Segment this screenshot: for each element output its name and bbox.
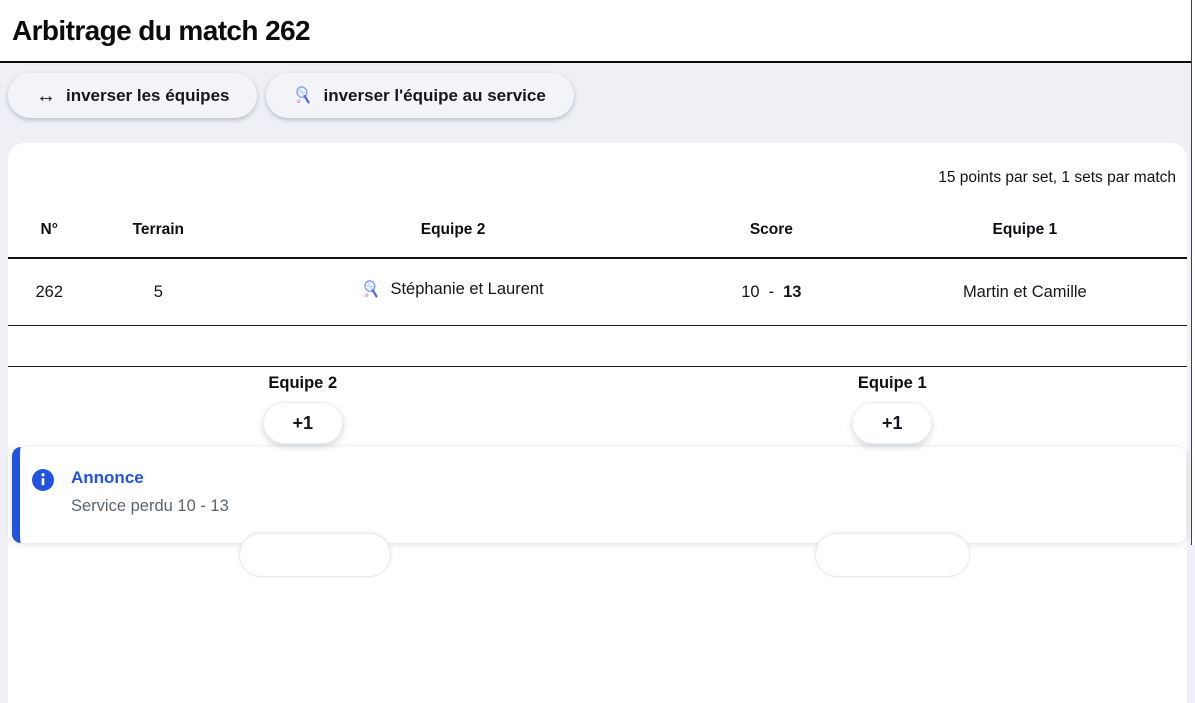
swap-teams-label: inverser les équipes bbox=[66, 85, 230, 105]
swap-service-label: inverser l'équipe au service bbox=[323, 85, 546, 105]
scoring-section: Equipe 2 +1 Equipe 1 +1 bbox=[8, 366, 1187, 444]
header-team1: Equipe 1 bbox=[992, 221, 1058, 238]
racquet-icon bbox=[362, 280, 381, 299]
team1-plus-one-button[interactable]: +1 bbox=[852, 402, 933, 444]
toolbar: ↔ inverser les équipes inverser l'équipe… bbox=[0, 63, 1195, 131]
left-right-arrow-icon: ↔ bbox=[36, 84, 56, 107]
header-court: Terrain bbox=[132, 221, 184, 238]
team1-panel-label: Equipe 1 bbox=[857, 374, 927, 392]
header-score: Score bbox=[749, 221, 793, 238]
swap-teams-button[interactable]: ↔ inverser les équipes bbox=[8, 73, 258, 118]
header-number: N° bbox=[40, 221, 58, 238]
page-title: Arbitrage du match 262 bbox=[12, 14, 311, 46]
announcement-text: Annonce Service perdu 10 - 13 bbox=[71, 468, 229, 516]
team1-panel: Equipe 1 +1 bbox=[598, 374, 1188, 444]
match-number: 262 bbox=[35, 282, 64, 301]
match-row: 262 5 Stéphanie et Laurent bbox=[8, 259, 1187, 326]
team2-plus-one-button[interactable]: +1 bbox=[262, 402, 343, 444]
scrollbar-track[interactable] bbox=[1191, 0, 1195, 545]
team1-name: Martin et Camille bbox=[962, 282, 1087, 301]
team2-name: Stéphanie et Laurent bbox=[390, 280, 544, 298]
match-table: N° Terrain Equipe 2 Score Equipe 1 262 5 bbox=[8, 199, 1187, 326]
score-cell: 10 - 13 bbox=[680, 283, 863, 302]
rules-note: 15 points par set, 1 sets par match bbox=[938, 169, 1176, 186]
team2-panel: Equipe 2 +1 bbox=[8, 374, 598, 444]
match-court: 5 bbox=[153, 282, 163, 301]
team2-name-cell: Stéphanie et Laurent bbox=[226, 280, 680, 299]
match-card: 15 points par set, 1 sets par match N° T… bbox=[8, 143, 1187, 703]
header-team2: Equipe 2 bbox=[420, 221, 486, 238]
info-icon bbox=[32, 469, 54, 496]
announcement-title: Annonce bbox=[71, 468, 144, 487]
team2-panel-label: Equipe 2 bbox=[268, 374, 338, 392]
team1-bottom-button-partial[interactable] bbox=[815, 533, 970, 577]
table-header-row: N° Terrain Equipe 2 Score Equipe 1 bbox=[8, 199, 1187, 259]
announcement-message: Service perdu 10 - 13 bbox=[71, 497, 229, 515]
score-separator: - bbox=[768, 282, 775, 301]
announcement-panel: Annonce Service perdu 10 - 13 bbox=[12, 447, 1186, 543]
score-team1: 13 bbox=[783, 282, 802, 301]
page-header: Arbitrage du match 262 bbox=[0, 0, 1195, 63]
team2-bottom-button-partial[interactable] bbox=[239, 533, 391, 577]
racquet-icon bbox=[294, 86, 313, 105]
swap-service-button[interactable]: inverser l'équipe au service bbox=[266, 73, 574, 118]
score-team2: 10 bbox=[741, 282, 760, 301]
